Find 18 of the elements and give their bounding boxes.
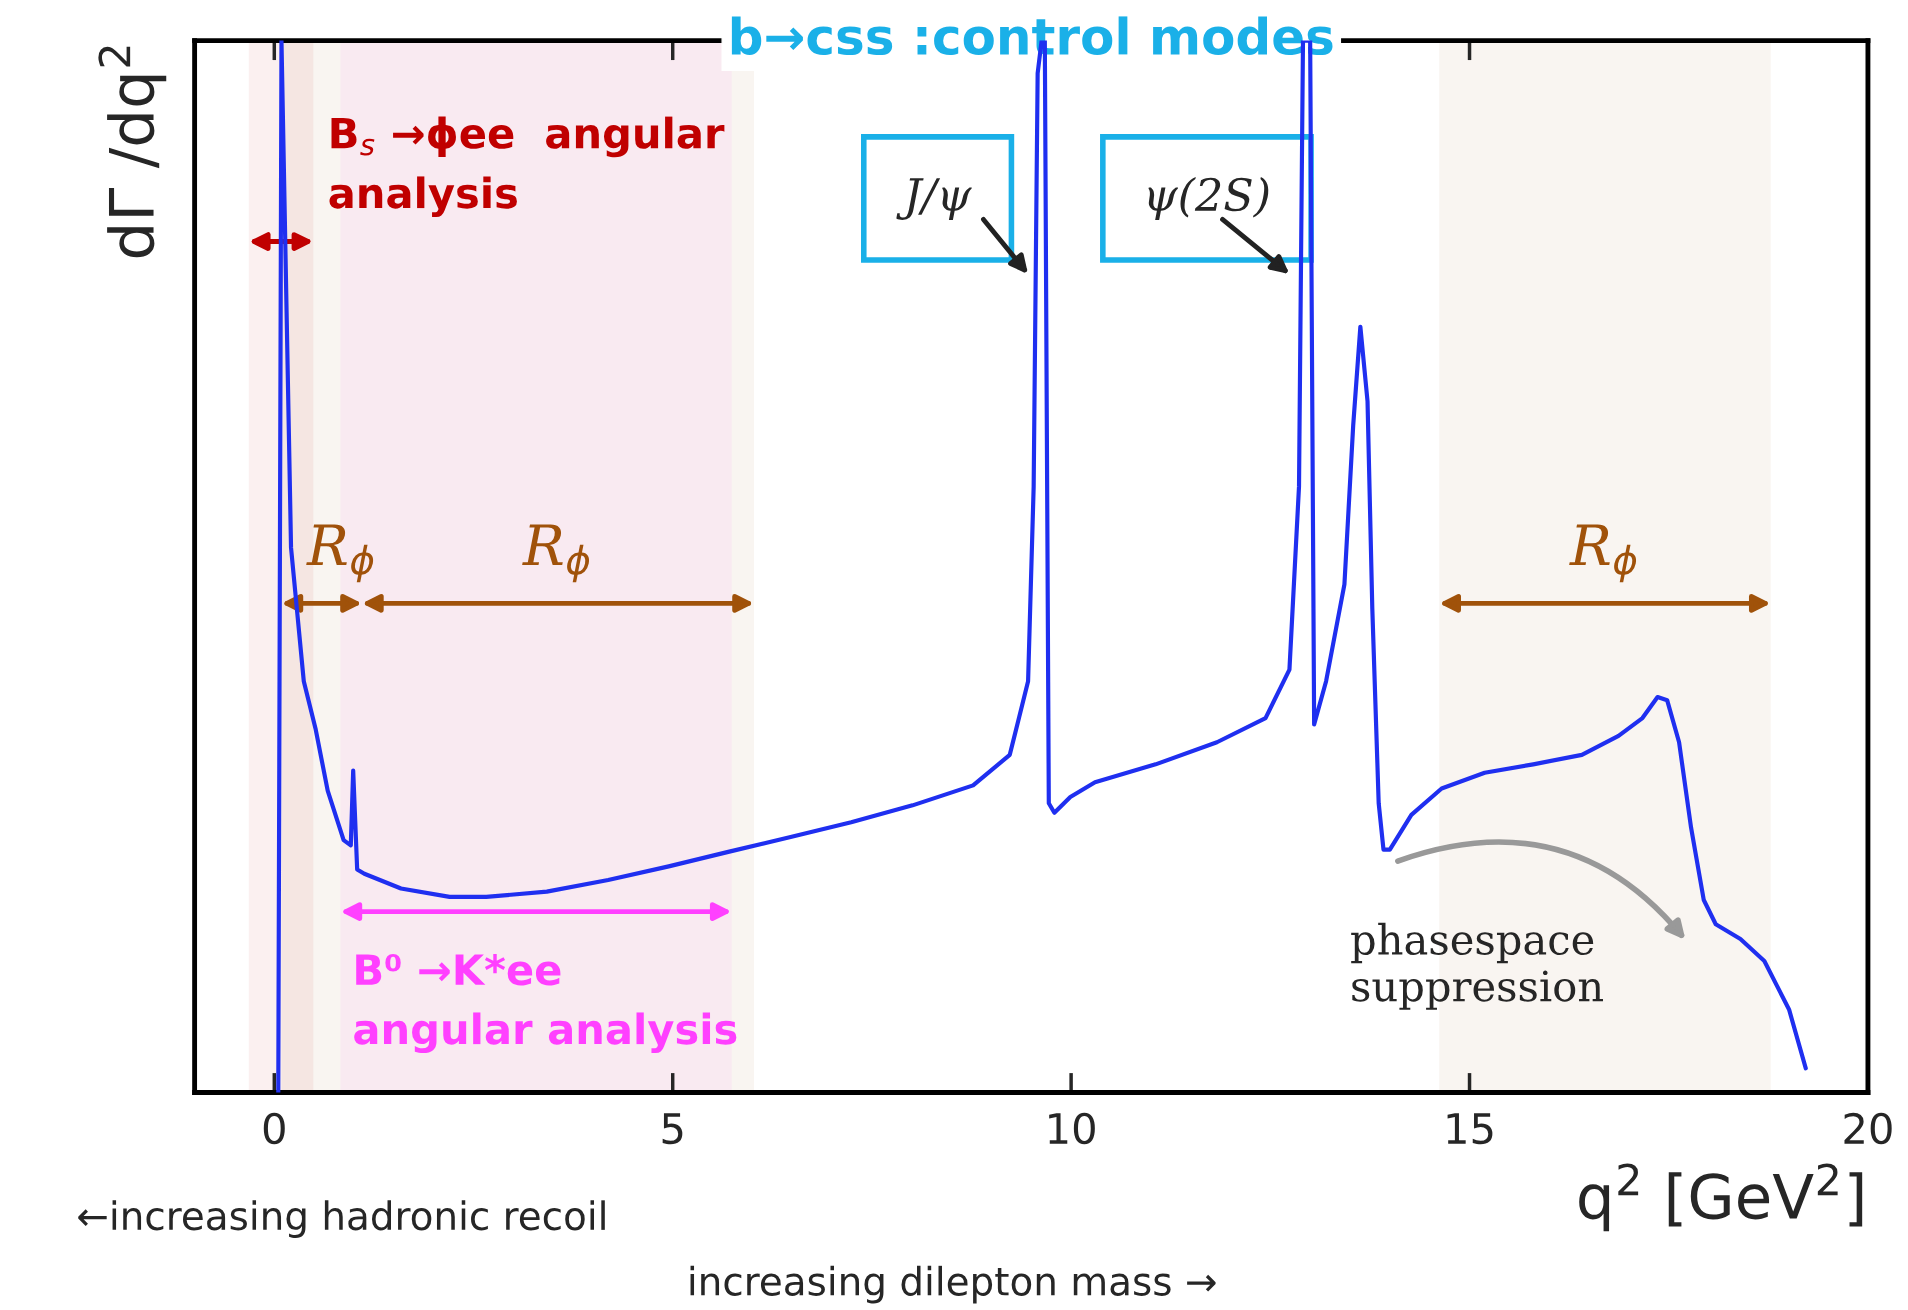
band-label: B⁰ →K*ee angular analysis (354, 953, 737, 1054)
text: increasing dilepton mass → (690, 1265, 1216, 1304)
x-tick-label: 5 (662, 1113, 683, 1145)
chart-title: b→css :control modes (731, 16, 1333, 56)
band-label: R$_{ϕ}$ (522, 524, 590, 583)
annotation: ψ(2S) (1148, 176, 1269, 220)
x-tick-label: 0 (263, 1112, 285, 1145)
x-tick-label: 15 (1447, 1113, 1493, 1145)
band-label: R$_{ϕ}$ (1569, 524, 1637, 583)
y-axis-title: dΓ /dq$^{2}$ (98, 46, 167, 258)
band-label: R$_{ϕ}$ (306, 524, 374, 583)
band-label: B$_{s}$ →ϕee angular analysis (329, 116, 725, 218)
x-tick-label: 10 (1049, 1112, 1095, 1145)
text: ←increasing hadronic recoil (78, 1200, 605, 1238)
annotation: phasespace suppression (1351, 922, 1603, 1010)
x-axis-title: q$^{2}$ [GeV$^{2}$] (1579, 1163, 1863, 1232)
x-tick-label: 20 (1844, 1112, 1892, 1145)
annotation: J/ψ (896, 178, 972, 220)
